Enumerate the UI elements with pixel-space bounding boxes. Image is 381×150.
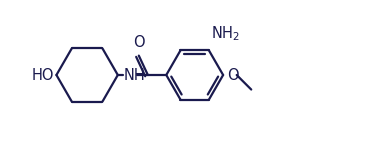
Text: NH: NH	[123, 68, 146, 82]
Text: HO: HO	[31, 68, 54, 82]
Text: NH$_2$: NH$_2$	[211, 25, 240, 43]
Text: O: O	[133, 35, 145, 50]
Text: O: O	[227, 68, 239, 82]
